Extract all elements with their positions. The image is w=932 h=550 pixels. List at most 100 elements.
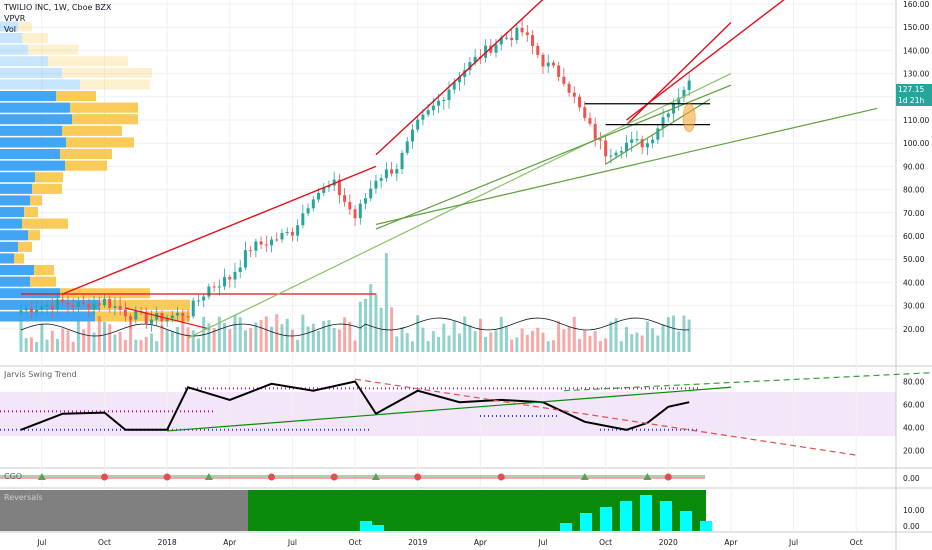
candle-body (656, 128, 660, 140)
candle-body (405, 141, 409, 153)
candle-body (35, 309, 39, 313)
vpvr-up-bar (0, 160, 65, 171)
vpvr-up-bar (0, 91, 56, 102)
candle-body (484, 45, 488, 58)
volume-bar (583, 330, 587, 352)
volume-bar (677, 331, 681, 352)
vpvr-up-bar (0, 253, 14, 264)
vpvr-up-bar (0, 195, 30, 206)
green-trendline (375, 107, 878, 225)
candle-body (322, 187, 326, 193)
candle-body (447, 89, 451, 101)
candle-body (19, 310, 23, 313)
candle-body (525, 32, 529, 36)
volume-bar (468, 325, 472, 352)
volume-bar (170, 331, 174, 352)
time-tick-label: Oct (349, 538, 362, 547)
volume-bar (139, 340, 143, 352)
volume-bar (546, 341, 550, 352)
candle-body (390, 169, 394, 174)
candle-body (332, 179, 336, 186)
candle-body (50, 304, 54, 310)
cgo-up-marker (371, 473, 380, 480)
volume-bar (243, 330, 247, 352)
price-tick-label: 80.00 (903, 186, 925, 195)
vpvr-up-bar (0, 102, 70, 113)
price-tick-label: 20.00 (903, 325, 925, 334)
vpvr-up-bar (0, 230, 28, 241)
trend-lines (20, 0, 878, 339)
price-tick-label: 110.00 (903, 116, 929, 125)
candle-body (275, 239, 279, 241)
candle-body (71, 304, 75, 307)
candle-body (431, 105, 435, 111)
volume-bar (123, 339, 127, 352)
candle-body (630, 139, 634, 143)
candle-body (186, 316, 190, 318)
candle-body (364, 198, 368, 204)
candle-body (202, 296, 206, 301)
candle-body (593, 123, 597, 140)
candle-body (619, 151, 623, 153)
reversals-tick-label: 0.00 (903, 522, 920, 531)
candle-body (426, 110, 430, 115)
reversals-cyan-bar (620, 501, 632, 531)
time-tick-label: Jul (36, 538, 46, 547)
price-tick-label: 140.00 (903, 46, 929, 55)
time-tick-label: Oct (850, 538, 863, 547)
candle-body (207, 286, 211, 297)
volume-bar (97, 315, 101, 352)
volume-bar (557, 321, 561, 352)
price-tick-label: 30.00 (903, 302, 925, 311)
candle-body (358, 203, 362, 219)
volume-bar (337, 329, 341, 352)
reversals-cyan-bar (360, 521, 372, 531)
volume-bar (625, 326, 629, 352)
red-trendline (375, 0, 544, 156)
candle-body (504, 37, 508, 39)
candle-body (457, 76, 461, 83)
candle-body (682, 89, 686, 98)
volume-bar (484, 337, 488, 352)
volume-bar (645, 321, 649, 352)
candle-body (348, 201, 352, 210)
candle-body (384, 169, 388, 179)
vpvr-up-bar (0, 125, 62, 136)
candle-body (541, 54, 545, 67)
vpvr-up-bar (0, 207, 24, 218)
candle-body (238, 267, 242, 272)
vpvr-up-bar (0, 311, 95, 322)
countdown-tag: 1d 21h (896, 95, 932, 106)
highlight-ellipse (682, 103, 696, 133)
jarvis-tick-label: 80.00 (903, 378, 925, 387)
volume-bar (270, 326, 274, 352)
volume-bar (348, 321, 352, 352)
vpvr-up-bar (0, 218, 22, 229)
vpvr-down-bar (70, 102, 138, 113)
volume-bar (238, 317, 242, 352)
candle-body (24, 308, 28, 311)
volume-bar (426, 341, 430, 352)
volume-bar (217, 316, 221, 352)
volume-bar (176, 326, 180, 352)
candle-body (123, 309, 127, 317)
candle-body (45, 304, 49, 307)
candle-body (645, 143, 649, 148)
volume-bar (609, 321, 613, 352)
reversals-cyan-bar (600, 507, 612, 531)
volume-profile (0, 21, 190, 322)
vpvr-up-bar (0, 299, 100, 310)
axes: 160.00150.00140.00130.00120.00110.00100.… (36, 0, 929, 547)
vpvr-down-bar (28, 230, 40, 241)
candle-body (640, 139, 644, 148)
candle-body (144, 312, 148, 324)
candle-body (264, 244, 268, 246)
volume-bar (259, 319, 263, 352)
candle-body (301, 213, 305, 226)
cgo-tick-label: 0.00 (903, 474, 920, 483)
red-trendline (626, 22, 732, 126)
candle-body (604, 140, 608, 157)
candle-body (223, 276, 227, 287)
cgo-down-marker (330, 473, 338, 481)
jarvis-title: Jarvis Swing Trend (4, 370, 77, 379)
